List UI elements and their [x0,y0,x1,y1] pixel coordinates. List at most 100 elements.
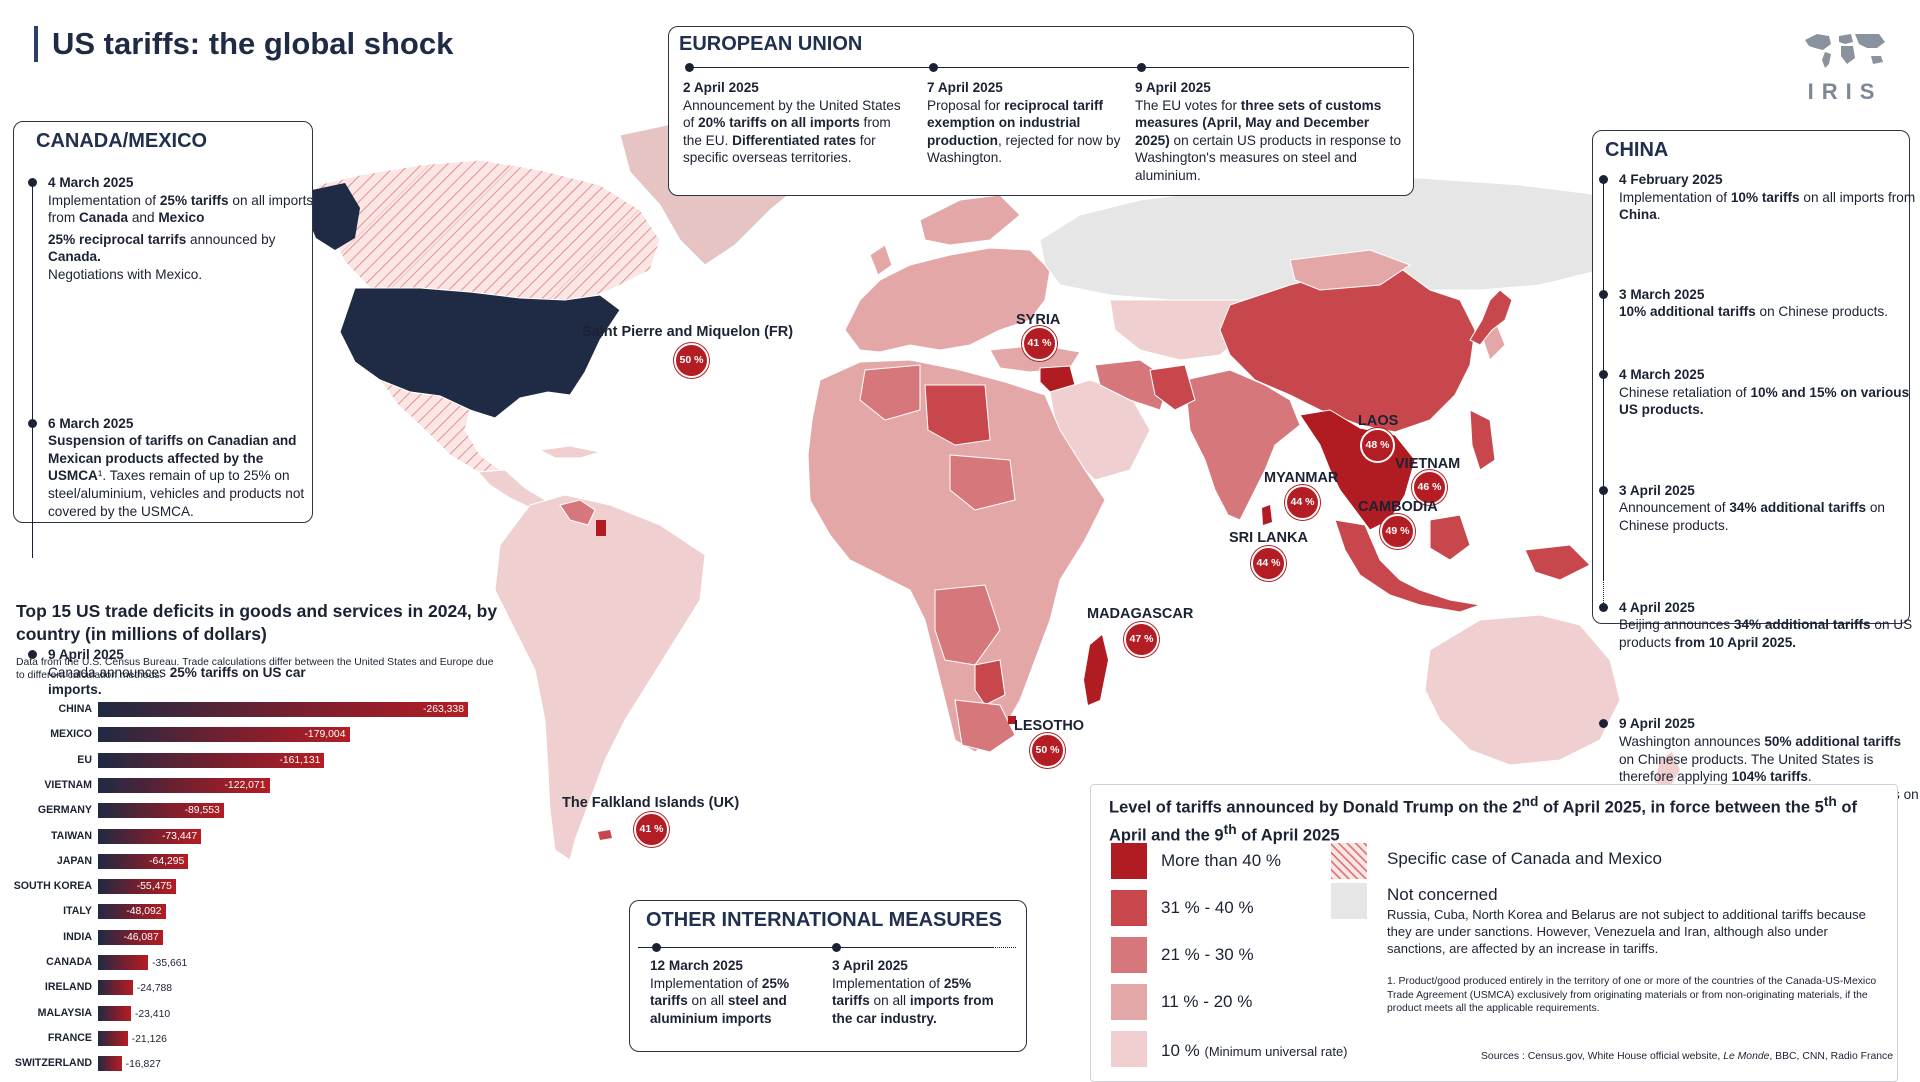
event-date: 6 March 2025 [48,415,134,431]
bar-category-label: SWITZERLAND [14,1057,92,1070]
legend-swatch-40-plus [1111,843,1147,879]
legend-sources: Sources : Census.gov, White House offici… [1481,1051,1893,1062]
bar-value-label: -73,447 [161,830,198,842]
map-label-madagascar: MADAGASCAR [1087,606,1194,622]
india-region [1184,369,1301,521]
event-desc: Negotiations with Mexico. [48,266,203,282]
bar-value-label: -263,338 [422,704,464,715]
tariff-badge: 48 % [1360,428,1395,463]
tariff-badge: 49 % [1380,514,1415,549]
tariff-badge: 46 % [1412,470,1447,505]
map-label-vietnam: VIETNAM [1395,456,1461,472]
europe-region [844,247,1051,353]
bar-category-label: SOUTH KOREA [13,880,92,893]
event-desc: Suspension of tariffs on Canadian and Me… [48,433,305,519]
tariff-badge: 44 % [1251,546,1286,581]
bar-row: JAPAN -64,295 [0,853,520,870]
south-america-region [494,494,706,861]
sri-lanka-region [1262,505,1272,525]
legend-panel: Level of tariffs announced by Donald Tru… [1090,784,1898,1082]
australia-region [1424,614,1621,766]
other-measures-event: 12 March 2025 Implementation of 25% tari… [650,957,818,1027]
canada-mexico-event: 6 March 2025 Suspension of tariffs on Ca… [28,415,316,521]
legend-label: More than 40 % [1161,851,1282,870]
bar: -55,475 [98,879,176,895]
event-desc: 25% reciprocal tarrifs announced by Cana… [48,231,276,265]
bar [98,1030,128,1046]
legend-label: 11 % - 20 % [1161,992,1253,1011]
event-date: 2 April 2025 [683,80,759,95]
bar [98,1005,131,1021]
canada-mexico-event: 4 March 2025 Implementation of 25% tarif… [28,174,316,284]
event-date: 4 March 2025 [1619,366,1705,382]
bar-category-label: FRANCE [47,1031,92,1044]
event-desc: Implementation of 10% tariffs on all imp… [1619,189,1916,223]
event-date: 12 March 2025 [650,958,743,973]
china-panel: CHINA 4 February 2025 Implementation of … [1592,130,1919,819]
bar-row: ITALY -48,092 [0,904,520,920]
map-label-cambodia: CAMBODIA [1358,499,1438,515]
china-event: 4 February 2025 Implementation of 10% ta… [1599,171,1919,224]
map-label-sri-lanka: SRI LANKA [1229,530,1308,546]
bar: -263,338 [98,702,468,717]
bar-value-label: -21,126 [131,1033,167,1045]
iris-logo: IRIS [1796,30,1894,105]
bar-value-label: -179,004 [304,729,346,741]
bar-value-label: -35,661 [152,958,188,969]
bar-value-label: -24,788 [136,983,173,995]
usa-region [339,287,621,419]
bar-row: MEXICO -179,004 [0,727,520,743]
chart-note: Data from the U.S. Census Bureau. Trade … [16,657,494,681]
event-date: 4 March 2025 [48,175,134,190]
event-date: 3 April 2025 [832,958,908,973]
event-desc: Beijing announces 34% additional tariffs… [1619,617,1913,650]
bar-value-label: -23,410 [134,1008,171,1020]
china-event: 3 April 2025 Announcement of 34% additio… [1599,482,1919,535]
eu-panel: EUROPEAN UNION 2 April 2025 Announcement… [668,26,1414,196]
map-label-lesotho: LESOTHO [1014,718,1085,734]
event-desc: Announcement by the United States of 20%… [683,97,901,166]
other-measures-panel: OTHER INTERNATIONAL MEASURES 12 March 20… [629,900,1027,1052]
bar-category-label: MEXICO [50,728,92,741]
legend-label: Specific case of Canada and Mexico [1387,849,1662,868]
tariff-badge: 50 % [674,343,709,378]
bar-category-label: VIETNAM [44,778,92,791]
event-date: 4 April 2025 [1619,599,1695,615]
map-label-syria: SYRIA [1016,312,1061,328]
event-desc: Announcement of 34% additional tariffs o… [1619,500,1885,533]
legend-footnote: 1. Product/good produced entirely in the… [1387,976,1877,1014]
title-bar: US tariffs: the global shock [34,26,453,62]
madagascar-region [1084,635,1108,705]
legend-label: 21 % - 30 % [1161,945,1254,964]
bar-row: TAIWAN -73,447 [0,828,520,845]
legend-label: Not concerned [1387,885,1498,904]
event-desc: The EU votes for three sets of customs m… [1135,97,1402,183]
legend-swatch-31-40 [1111,890,1147,926]
bar [98,955,149,970]
event-desc: Proposal for reciprocal tariff exemption… [927,97,1121,166]
event-desc: Implementation of 25% tariffs on all imp… [832,975,994,1026]
alaska-region [305,183,360,250]
event-desc: Canada announces 25% tariffs on US car i… [48,664,306,698]
bar-row: GERMANY -89,553 [0,803,520,819]
bar-row: EU -161,131 [0,752,520,769]
china-title: CHINA [1605,139,1669,161]
event-desc: Implementation of 25% tariffs on all imp… [48,192,314,226]
bar-row: FRANCE -21,126 [0,1030,520,1047]
legend-label: 10 % (Minimum universal rate) [1161,1041,1348,1060]
bar-row: CHINA -263,338 [0,702,520,718]
chart-title: Top 15 US trade deficits in goods and se… [16,601,498,644]
bar-category-label: EU [77,753,92,766]
tariff-badge: 44 % [1285,485,1320,520]
bar: -46,087 [98,929,163,945]
china-event: 4 March 2025 Chinese retaliation of 10% … [1599,366,1919,419]
bar-category-label: JAPAN [56,854,92,867]
eu-event: 7 April 2025 Proposal for reciprocal tar… [927,79,1127,167]
tariff-badge: 47 % [1124,622,1159,657]
canada-mexico-panel: CANADA/MEXICO 4 March 2025 Implementatio… [13,121,316,697]
event-date: 3 April 2025 [1619,482,1695,498]
bar: -122,071 [98,777,270,793]
legend-swatch-11-20 [1111,984,1147,1020]
legend-swatch-21-30 [1111,937,1147,973]
event-date: 3 March 2025 [1619,286,1705,302]
